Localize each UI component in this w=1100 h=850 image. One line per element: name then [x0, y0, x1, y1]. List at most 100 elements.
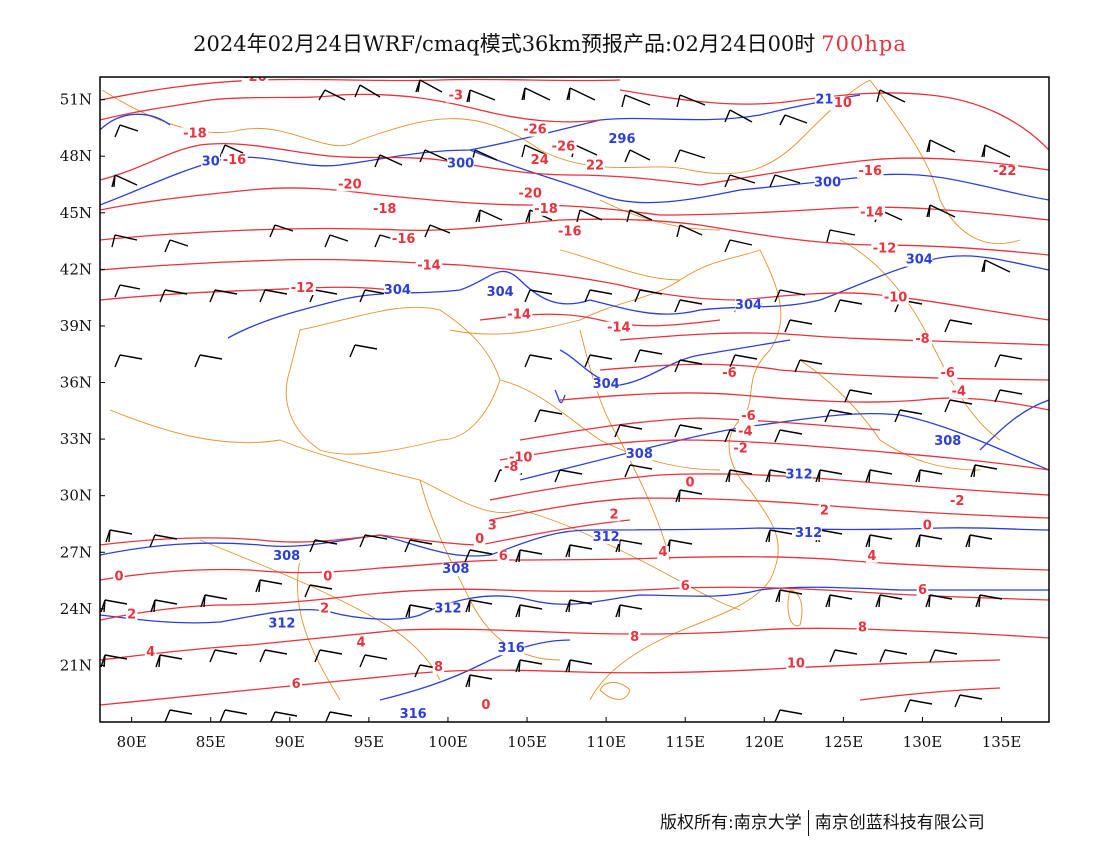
wind-barb: [994, 354, 1023, 368]
wind-barb: [105, 529, 133, 543]
temperature-label-bg: [322, 570, 334, 584]
temperature-label: -3: [449, 89, 463, 104]
height-label: 316: [400, 707, 427, 722]
boundary-line: [499, 379, 721, 471]
boundary-line: [449, 249, 761, 335]
wind-barb: [624, 464, 653, 478]
temperature-label-bg: [371, 202, 398, 216]
temperature-label: 6: [918, 583, 927, 598]
temperature-contour: [100, 534, 481, 546]
temperature-label-bg: [871, 242, 898, 256]
wind-barb: [200, 594, 228, 608]
height-label: 296: [608, 132, 635, 147]
temperature-label: 10: [787, 656, 805, 671]
wind-barb: [404, 539, 433, 553]
wind-barb: [466, 89, 496, 103]
wind-barb: [621, 94, 651, 108]
temperature-label: 0: [685, 475, 694, 490]
temperature-label-bg: [530, 153, 550, 167]
temperature-label: -2: [950, 494, 964, 509]
wind-barb: [349, 344, 378, 358]
wind-barb: [524, 289, 553, 303]
temperature-label-bg: [738, 410, 758, 424]
map-title: 2024年02月24日WRF/cmaq模式36km预报产品:02月24日00时 7…: [0, 28, 1100, 58]
temperature-label: -16: [558, 224, 582, 239]
temperature-contour: [699, 157, 1049, 186]
temperature-label: -12: [291, 281, 315, 296]
wind-barb: [259, 289, 288, 303]
wind-barb: [929, 649, 958, 663]
temperature-label: 8: [630, 630, 639, 645]
wind-barb: [779, 114, 808, 126]
temperature-contour: [100, 187, 661, 216]
temperature-label-bg: [657, 546, 669, 560]
temperature-contour: [100, 286, 391, 301]
temperature-label-bg: [912, 332, 932, 346]
height-contour: [100, 94, 861, 206]
height-label: 304: [735, 298, 762, 313]
height-label-bg: [785, 468, 813, 482]
height-label: 312: [786, 468, 813, 483]
wind-barb: [825, 594, 853, 608]
wind-barb: [359, 654, 388, 668]
lon-tick-label: 85E: [196, 733, 226, 751]
temperature-contour: [489, 473, 1049, 501]
wind-barb: [725, 469, 753, 483]
lon-tick-label: 105E: [507, 733, 547, 751]
wind-barb: [464, 549, 493, 563]
temperature-label-bg: [241, 77, 269, 84]
height-label-bg: [442, 563, 470, 577]
boundary-line: [199, 539, 441, 681]
temperature-label-bg: [947, 495, 967, 509]
temperature-contour: [489, 497, 1049, 521]
temperature-label: 4: [146, 645, 155, 660]
temperature-label-bg: [290, 678, 302, 692]
height-label-bg: [201, 155, 221, 169]
copyright-footer: 版权所有:南京大学 南京创蓝科技有限公司: [660, 808, 985, 836]
temperature-label: -14: [507, 307, 531, 322]
wind-barb: [584, 289, 613, 303]
wind-barb: [164, 239, 189, 253]
temperature-label: 8: [858, 620, 867, 635]
wind-barb: [674, 149, 706, 163]
temperature-contour: [100, 627, 1049, 661]
wind-barb: [624, 149, 651, 163]
wind-barb: [826, 229, 856, 243]
temperature-label: -8: [504, 460, 518, 475]
height-label: 21: [815, 92, 833, 107]
lat-tick-label: 39N: [60, 317, 92, 335]
temperature-label-bg: [521, 123, 549, 137]
boundary-line: [559, 249, 681, 281]
temperature-label: 2: [127, 607, 136, 622]
wind-barb: [576, 209, 603, 223]
wind-barb: [829, 649, 858, 663]
wind-barb: [554, 469, 583, 483]
height-label: 308: [626, 447, 653, 462]
boundary-line: [519, 509, 741, 611]
wind-barb: [926, 204, 956, 218]
footer-divider: [807, 810, 809, 836]
temperature-label: -22: [993, 164, 1017, 179]
temperature-label: 4: [659, 545, 668, 560]
height-contour: [519, 413, 1049, 481]
temperature-label: -4: [738, 424, 752, 439]
height-label-bg: [814, 93, 834, 107]
wind-barb: [915, 469, 943, 483]
boundary-line: [285, 306, 501, 455]
wind-barb: [774, 289, 806, 303]
wind-barb: [724, 239, 753, 253]
lat-tick-label: 36N: [60, 374, 92, 392]
temperature-label: -26: [523, 123, 547, 138]
temperature-contour: [739, 292, 1049, 321]
temperature-label-bg: [735, 425, 755, 439]
wind-barb: [515, 549, 543, 563]
temperature-label: 0: [323, 570, 332, 585]
temperature-label-bg: [289, 282, 316, 295]
temperature-label-bg: [516, 187, 544, 201]
temperature-label: -18: [373, 202, 397, 217]
temperature-label-bg: [446, 89, 466, 103]
height-label: 312: [434, 602, 461, 617]
wind-barb: [415, 79, 443, 93]
